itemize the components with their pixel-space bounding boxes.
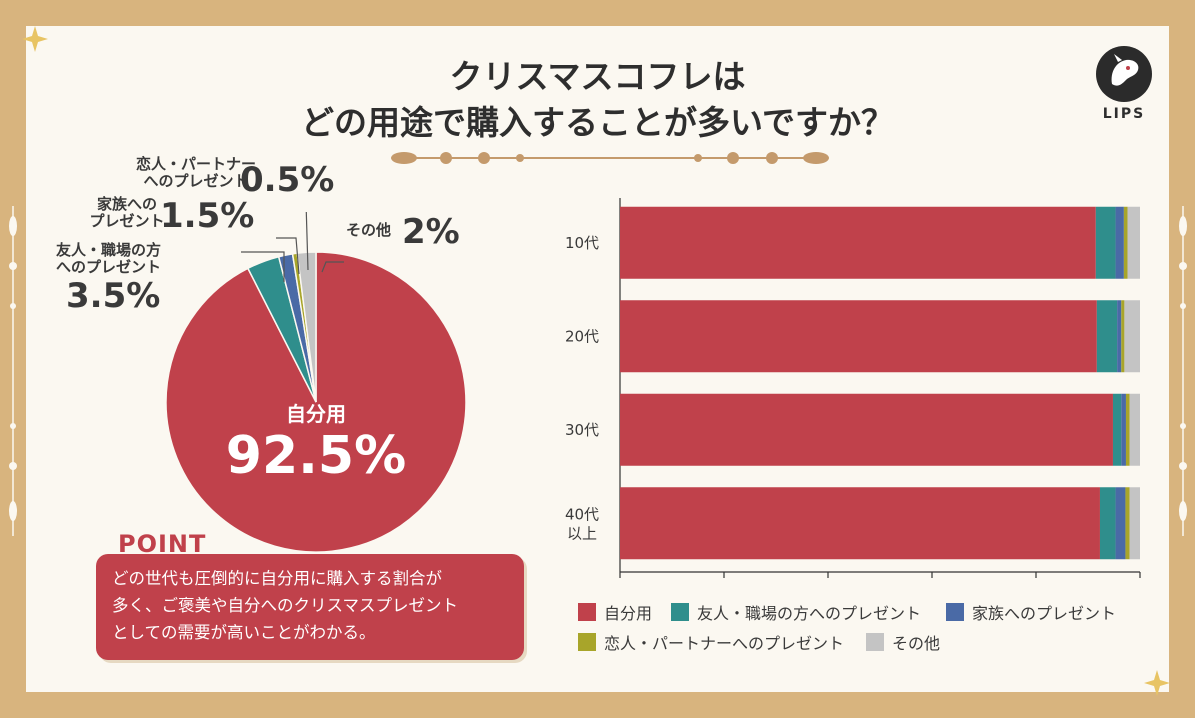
point-line-2: 多く、ご褒美や自分へのクリスマスプレゼント (112, 596, 459, 615)
divider-ornament (440, 152, 452, 164)
sparkle-icon (1144, 670, 1170, 696)
family-label-line-2: プレゼント (89, 212, 165, 230)
left-ornament (9, 206, 17, 536)
legend-item-partner: 恋人・パートナーへのプレゼント (578, 630, 844, 654)
self-slice-label: 自分用 (286, 402, 346, 426)
bar-segment-self (620, 393, 1113, 466)
point-box: どの世代も圧倒的に自分用に購入する割合が 多く、ご褒美や自分へのクリスマスプレゼ… (96, 554, 524, 660)
bar-segment-family (1121, 393, 1126, 466)
right-ornament (1179, 206, 1187, 536)
x-tick-label: 0% (608, 584, 632, 586)
logo-text: LIPS (1102, 106, 1146, 122)
point-heading: POINT (118, 530, 207, 558)
category-label: 30代 (565, 421, 599, 439)
legend-label-other: その他 (892, 634, 941, 653)
partner-slice-pct: 0.5% (240, 160, 335, 200)
lips-logo-icon (1096, 46, 1152, 102)
divider-ornament (391, 152, 417, 164)
legend-swatch-self (578, 603, 596, 621)
bar-segment-friend (1096, 300, 1118, 373)
other-slice-label: その他 (346, 221, 392, 239)
title-line-1: クリスマスコフレは (449, 57, 746, 96)
x-tick-label: 80% (1019, 584, 1052, 586)
bar-segment-partner (1125, 393, 1130, 466)
partner-label-line-2: へのプレゼント (143, 172, 249, 190)
category-label: 20代 (565, 327, 599, 345)
category-label: 40代以上 (565, 505, 599, 542)
bar-segment-partner (1121, 300, 1125, 373)
legend-label-partner: 恋人・パートナーへのプレゼント (604, 634, 845, 653)
partner-slice-label: 恋人・パートナー へのプレゼント (130, 156, 262, 190)
title-divider (391, 152, 829, 164)
category-label: 10代 (565, 234, 599, 252)
point-line-1: どの世代も圧倒的に自分用に購入する割合が (112, 569, 442, 588)
legend-swatch-partner (578, 633, 596, 651)
other-slice-pct: 2% (402, 212, 460, 252)
x-tick-label: 40% (811, 584, 844, 586)
bar-segment-other (1124, 300, 1140, 373)
divider-ornament (803, 152, 829, 164)
bar-segment-self (620, 206, 1096, 279)
divider-ornament (694, 154, 702, 162)
bar-segment-friend (1099, 487, 1116, 560)
sparkle-icon (22, 26, 48, 52)
legend-swatch-friend (671, 603, 689, 621)
pie-leader-line (241, 251, 285, 282)
bar-segment-family (1115, 487, 1126, 560)
legend-swatch-family (946, 603, 964, 621)
family-slice-label: 家族への プレゼント (76, 196, 178, 230)
divider-ornament (516, 154, 524, 162)
family-slice-pct: 1.5% (160, 196, 255, 236)
x-tick-label: 60% (915, 584, 948, 586)
legend-item-friend: 友人・職場の方へのプレゼント (671, 600, 921, 624)
page-title: クリスマスコフレは どの用途で購入することが多いですか？ (26, 54, 1169, 146)
family-label-line-1: 家族への (96, 195, 157, 213)
bar-segment-other (1129, 487, 1140, 560)
friend-label-line-2: へのプレゼント (56, 258, 162, 276)
bar-segment-partner (1125, 487, 1130, 560)
x-tick-label: 100% (1119, 584, 1146, 586)
legend-label-friend: 友人・職場の方へのプレゼント (697, 604, 922, 623)
pie-leader-line (321, 261, 344, 273)
bar-segment-family (1117, 300, 1122, 373)
partner-label-line-1: 恋人・パートナー (135, 155, 256, 173)
bar-segment-family (1115, 206, 1124, 279)
divider-ornament (727, 152, 739, 164)
friend-label-line-1: 友人・職場の方 (56, 241, 162, 259)
bar-segment-friend (1112, 393, 1122, 466)
divider-ornament (478, 152, 490, 164)
bar-segment-friend (1095, 206, 1116, 279)
stacked-bar-chart: 10代 20代 30代 40代以上 0% 20% 40% 60% 80% 100% (565, 198, 1146, 586)
bar-segment-other (1129, 393, 1140, 466)
legend-label-self: 自分用 (604, 604, 653, 623)
legend-item-family: 家族へのプレゼント (946, 600, 1116, 624)
x-tick-label: 20% (707, 584, 740, 586)
pie-chart (165, 212, 467, 553)
divider-ornament (766, 152, 778, 164)
legend-item-other: その他 (866, 630, 940, 654)
bar-segment-self (620, 300, 1097, 373)
point-line-3: としての需要が高いことがわかる。 (112, 623, 376, 642)
legend-label-family: 家族へのプレゼント (972, 604, 1117, 623)
friend-slice-label: 友人・職場の方 へのプレゼント (56, 242, 186, 276)
legend-item-self: 自分用 (578, 600, 652, 624)
bar-segment-partner (1123, 206, 1128, 279)
infographic-card: クリスマスコフレは どの用途で購入することが多いですか？ LIPS (9, 26, 1187, 692)
self-slice-pct: 92.5% (225, 426, 407, 486)
bar-segment-self (620, 487, 1100, 560)
pie-leader-line (305, 212, 309, 271)
bar-segment-other (1127, 206, 1140, 279)
legend-swatch-other (866, 633, 884, 651)
friend-slice-pct: 3.5% (66, 276, 161, 316)
title-line-2: どの用途で購入することが多いですか？ (300, 103, 894, 142)
pie-leader-line (276, 237, 300, 275)
